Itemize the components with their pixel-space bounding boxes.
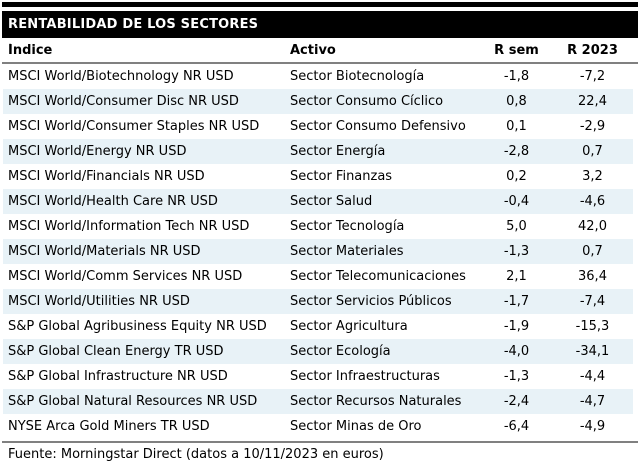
table-row: NYSE Arca Gold Miners TR USD Sector Minas… <box>3 414 633 439</box>
column-header-r-sem: R sem <box>494 43 539 58</box>
cell-r-sem: -0,4 <box>503 194 530 209</box>
table-row: MSCI World/Materials NR USD Sector Materi… <box>3 239 633 264</box>
table-row: MSCI World/Utilities NR USD Sector Servic… <box>3 289 633 314</box>
cell-activo: Sector Finanzas <box>290 169 393 184</box>
table-row: MSCI World/Information Tech NR USD Sector… <box>3 214 633 239</box>
cell-indice: MSCI World/Consumer Staples NR USD <box>8 119 260 134</box>
cell-r-2023: -2,9 <box>579 119 606 134</box>
cell-r-sem: 0,1 <box>506 119 527 134</box>
cell-r-2023: -4,6 <box>579 194 606 209</box>
table-row: MSCI World/Health Care NR USD Sector Salu… <box>3 189 633 214</box>
cell-indice: MSCI World/Consumer Disc NR USD <box>8 94 239 109</box>
cell-indice: MSCI World/Utilities NR USD <box>8 294 190 309</box>
cell-activo: Sector Tecnología <box>290 219 405 234</box>
cell-r-2023: 36,4 <box>578 269 607 284</box>
cell-r-2023: -4,9 <box>579 419 606 434</box>
cell-r-2023: -15,3 <box>575 319 610 334</box>
cell-r-2023: -7,2 <box>579 69 606 84</box>
cell-r-2023: 3,2 <box>582 169 603 184</box>
cell-r-sem: 2,1 <box>506 269 527 284</box>
footer-divider <box>2 441 638 443</box>
cell-indice: MSCI World/Health Care NR USD <box>8 194 218 209</box>
cell-indice: S&P Global Natural Resources NR USD <box>8 394 258 409</box>
cell-r-2023: 0,7 <box>582 244 603 259</box>
cell-r-sem: -2,8 <box>503 144 530 159</box>
cell-activo: Sector Recursos Naturales <box>290 394 462 409</box>
cell-r-sem: 0,2 <box>506 169 527 184</box>
column-header-activo: Activo <box>290 43 336 58</box>
cell-indice: MSCI World/Comm Services NR USD <box>8 269 243 284</box>
table-row: S&P Global Agribusiness Equity NR USD Sec… <box>3 314 633 339</box>
cell-r-2023: 0,7 <box>582 144 603 159</box>
cell-r-sem: -1,8 <box>503 69 530 84</box>
cell-r-2023: -34,1 <box>575 344 610 359</box>
cell-indice: MSCI World/Information Tech NR USD <box>8 219 250 234</box>
cell-r-sem: -4,0 <box>503 344 530 359</box>
cell-activo: Sector Consumo Defensivo <box>290 119 466 134</box>
table-row: MSCI World/Consumer Staples NR USD Sector… <box>3 114 633 139</box>
cell-indice: S&P Global Infrastructure NR USD <box>8 369 228 384</box>
cell-indice: MSCI World/Biotechnology NR USD <box>8 69 234 84</box>
cell-indice: S&P Global Agribusiness Equity NR USD <box>8 319 267 334</box>
table-row: S&P Global Natural Resources NR USD Secto… <box>3 389 633 414</box>
table-row: S&P Global Infrastructure NR USD Sector I… <box>3 364 633 389</box>
cell-indice: S&P Global Clean Energy TR USD <box>8 344 224 359</box>
cell-r-sem: -1,7 <box>503 294 530 309</box>
cell-r-sem: -1,9 <box>503 319 530 334</box>
cell-activo: Sector Telecomunicaciones <box>290 269 466 284</box>
cell-activo: Sector Agricultura <box>290 319 408 334</box>
cell-r-sem: 0,8 <box>506 94 527 109</box>
column-header-indice: Índice <box>8 43 53 58</box>
cell-activo: Sector Ecología <box>290 344 391 359</box>
cell-indice: MSCI World/Financials NR USD <box>8 169 205 184</box>
cell-r-sem: 5,0 <box>506 219 527 234</box>
cell-r-sem: -1,3 <box>503 244 530 259</box>
cell-r-2023: 22,4 <box>578 94 607 109</box>
cell-r-sem: -1,3 <box>503 369 530 384</box>
cell-activo: Sector Materiales <box>290 244 404 259</box>
cell-r-sem: -6,4 <box>503 419 530 434</box>
cell-activo: Sector Consumo Cíclico <box>290 94 444 109</box>
cell-indice: NYSE Arca Gold Miners TR USD <box>8 419 210 434</box>
cell-activo: Sector Infraestructuras <box>290 369 440 384</box>
table-row: S&P Global Clean Energy TR USD Sector Eco… <box>3 339 633 364</box>
cell-r-2023: 42,0 <box>578 219 607 234</box>
table-row: MSCI World/Comm Services NR USD Sector Te… <box>3 264 633 289</box>
cell-r-sem: -2,4 <box>503 394 530 409</box>
table-header-row: Índice Activo R sem R 2023 <box>3 39 633 62</box>
column-header-r-2023: R 2023 <box>567 43 618 58</box>
cell-activo: Sector Servicios Públicos <box>290 294 452 309</box>
table-row: MSCI World/Energy NR USD Sector Energía -2… <box>3 139 633 164</box>
cell-activo: Sector Minas de Oro <box>290 419 422 434</box>
top-divider <box>2 2 638 7</box>
table-body: MSCI World/Biotechnology NR USD Sector Bi… <box>3 64 633 439</box>
cell-activo: Sector Energía <box>290 144 386 159</box>
cell-r-2023: -4,4 <box>579 369 606 384</box>
cell-r-2023: -7,4 <box>579 294 606 309</box>
source-note: Fuente: Morningstar Direct (datos a 10/1… <box>8 447 384 462</box>
cell-indice: MSCI World/Energy NR USD <box>8 144 187 159</box>
table-row: MSCI World/Consumer Disc NR USD Sector Co… <box>3 89 633 114</box>
cell-indice: MSCI World/Materials NR USD <box>8 244 201 259</box>
table-row: MSCI World/Biotechnology NR USD Sector Bi… <box>3 64 633 89</box>
cell-activo: Sector Biotecnología <box>290 69 425 84</box>
table-row: MSCI World/Financials NR USD Sector Finan… <box>3 164 633 189</box>
header-divider <box>2 62 638 64</box>
table-title: RENTABILIDAD DE LOS SECTORES <box>2 11 638 38</box>
cell-r-2023: -4,7 <box>579 394 606 409</box>
cell-activo: Sector Salud <box>290 194 373 209</box>
